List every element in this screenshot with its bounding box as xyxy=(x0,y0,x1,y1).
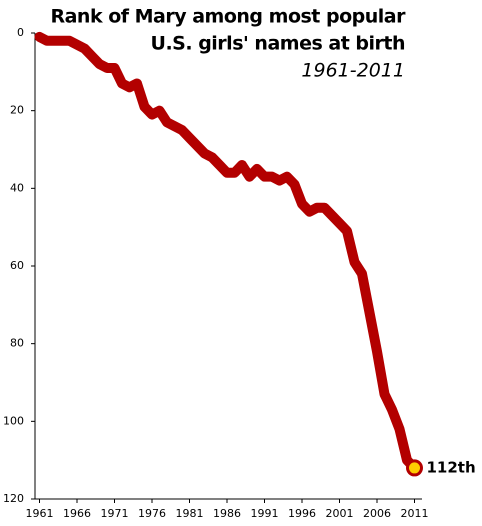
x-tick-label: 1976 xyxy=(138,507,166,520)
x-tick-label: 2011 xyxy=(401,507,429,520)
x-tick-label: 1986 xyxy=(213,507,241,520)
x-tick-label: 1971 xyxy=(101,507,129,520)
x-tick-label: 1981 xyxy=(176,507,204,520)
y-tick-label: 20 xyxy=(10,104,24,117)
chart-subtitle: 1961-2011 xyxy=(301,60,405,82)
y-tick-label: 80 xyxy=(10,337,24,350)
x-tick-label: 1996 xyxy=(288,507,316,520)
y-tick-label: 120 xyxy=(3,492,24,505)
y-tick-label: 0 xyxy=(17,26,24,39)
line xyxy=(34,31,420,473)
x-tick-label: 1961 xyxy=(26,507,54,520)
x-tick-label: 2001 xyxy=(326,507,354,520)
highlight-marker xyxy=(406,459,423,477)
chart-title: U.S. girls' names at birth xyxy=(151,33,405,55)
y-tick-label: 40 xyxy=(10,181,24,194)
y-tick-label: 100 xyxy=(3,414,24,427)
x-tick-label: 1966 xyxy=(63,507,91,520)
x-tick-label: 2006 xyxy=(363,507,391,520)
x-tick-label: 1991 xyxy=(251,507,279,520)
y-tick-label: 60 xyxy=(10,259,24,272)
annotation: 112th xyxy=(427,458,476,476)
chart-title: Rank of Mary among most popular xyxy=(50,6,406,28)
